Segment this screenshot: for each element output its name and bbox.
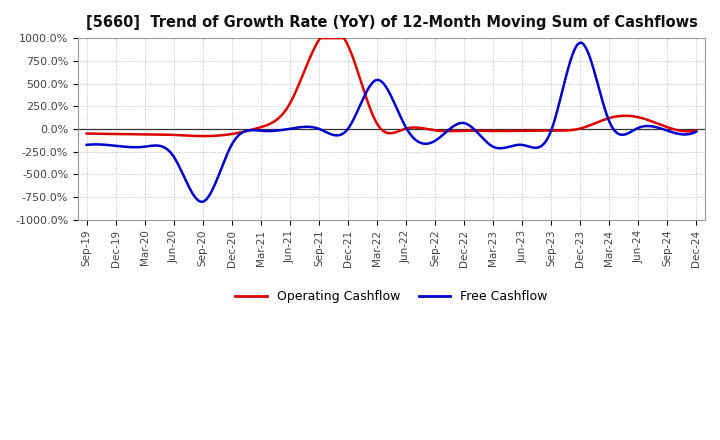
- Legend: Operating Cashflow, Free Cashflow: Operating Cashflow, Free Cashflow: [230, 285, 552, 308]
- Title: [5660]  Trend of Growth Rate (YoY) of 12-Month Moving Sum of Cashflows: [5660] Trend of Growth Rate (YoY) of 12-…: [86, 15, 698, 30]
